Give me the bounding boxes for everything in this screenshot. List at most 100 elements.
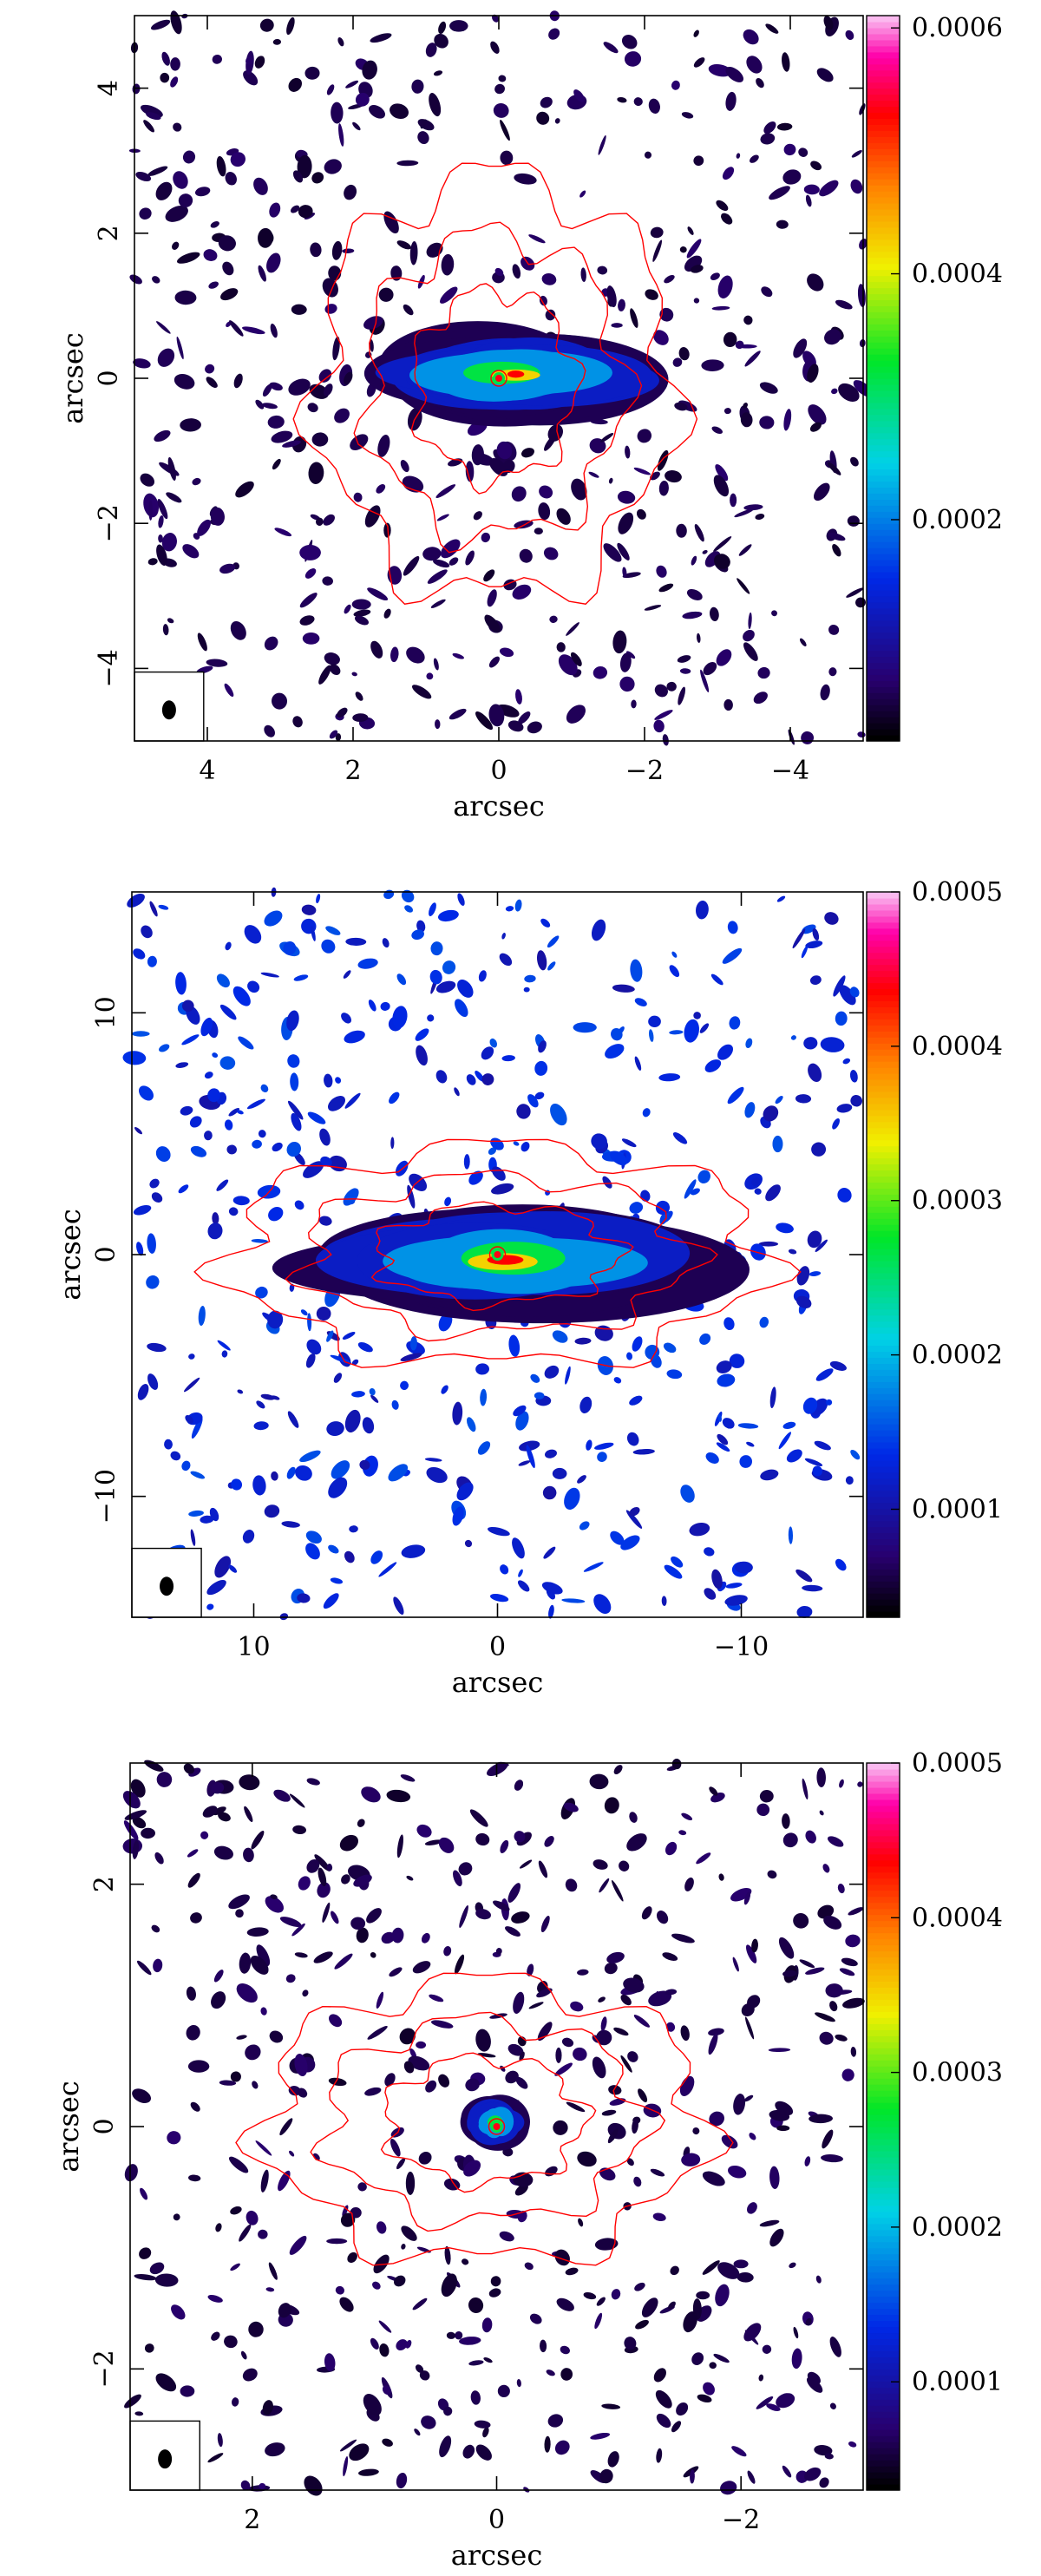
noise-blob <box>331 1911 339 1924</box>
colorbar-step <box>867 432 900 440</box>
noise-blob <box>759 382 778 394</box>
noise-blob <box>528 2002 544 2009</box>
noise-blob <box>816 68 834 82</box>
noise-blob <box>488 1147 497 1156</box>
noise-blob <box>671 951 678 958</box>
noise-blob <box>621 35 638 49</box>
noise-blob <box>294 1952 308 1958</box>
noise-blob <box>769 2166 780 2189</box>
noise-blob <box>711 305 730 311</box>
colorbar-step <box>867 263 900 271</box>
colorbar-step <box>867 2253 900 2261</box>
noise-blob <box>829 2337 841 2357</box>
noise-blob <box>351 1391 365 1398</box>
noise-blob <box>258 1130 266 1138</box>
colorbar-tick-label: 0.0004 <box>912 1903 1003 1933</box>
noise-blob <box>564 1487 580 1511</box>
noise-blob <box>299 544 321 560</box>
noise-blob <box>851 149 862 158</box>
noise-blob <box>723 698 733 711</box>
colorbar-step <box>867 33 900 41</box>
noise-blob <box>268 1207 284 1222</box>
colorbar-step <box>867 1878 900 1885</box>
noise-blob <box>828 667 837 677</box>
noise-blob <box>507 2043 524 2056</box>
colorbar-step <box>867 1025 900 1032</box>
noise-blob <box>242 326 265 335</box>
noise-blob <box>133 1204 152 1216</box>
noise-blob <box>167 618 174 624</box>
noise-blob <box>753 692 768 705</box>
noise-blob <box>598 1996 606 2002</box>
noise-blob <box>294 1200 304 1210</box>
noise-blob <box>433 658 439 671</box>
colorbar-step <box>867 1224 900 1231</box>
noise-blob <box>347 2252 357 2264</box>
noise-blob <box>382 2438 393 2447</box>
colorbar-step <box>867 2211 900 2219</box>
noise-blob <box>289 1793 305 1808</box>
noise-blob <box>370 33 392 43</box>
noise-blob <box>155 1146 171 1162</box>
noise-blob <box>626 651 636 659</box>
noise-blob <box>396 240 411 250</box>
noise-blob <box>686 239 702 259</box>
noise-blob <box>624 2337 637 2350</box>
noise-blob <box>370 2337 379 2350</box>
colorbar-step <box>867 1520 900 1528</box>
y-axis-label: arcsec <box>52 2081 85 2173</box>
noise-blob <box>524 974 536 983</box>
colorbar-step <box>867 420 900 428</box>
noise-blob <box>180 1105 193 1116</box>
noise-blob <box>845 29 854 40</box>
noise-blob <box>216 155 226 177</box>
colorbar-step <box>867 1829 900 1837</box>
noise-blob <box>198 1305 206 1327</box>
noise-blob <box>655 1200 671 1216</box>
noise-blob <box>421 1932 430 1943</box>
noise-blob <box>240 2350 247 2360</box>
colorbar-step <box>867 1920 900 1928</box>
y-tick-label: 10 <box>91 996 121 1029</box>
noise-blob <box>323 383 333 397</box>
colorbar-step <box>867 57 900 65</box>
noise-blob <box>343 1188 359 1206</box>
colorbar-step <box>867 680 900 687</box>
noise-blob <box>724 1595 748 1606</box>
colorbar-step <box>867 396 900 403</box>
noise-blob <box>821 2154 843 2163</box>
colorbar-step <box>867 1387 900 1394</box>
noise-blob <box>788 729 795 745</box>
colorbar-step <box>867 529 900 536</box>
noise-blob <box>324 652 340 665</box>
noise-blob <box>338 123 344 147</box>
colorbar-step <box>867 698 900 705</box>
noise-blob <box>666 681 677 692</box>
colorbar-step <box>867 179 900 186</box>
noise-blob <box>178 1184 189 1194</box>
beam-ellipse <box>160 1576 174 1596</box>
contour-line <box>370 1201 634 1312</box>
noise-blob <box>292 1825 306 1835</box>
noise-blob <box>322 1902 331 1923</box>
noise-blob <box>665 2022 676 2032</box>
noise-blob <box>548 28 560 40</box>
colorbar-step <box>867 958 900 966</box>
noise-blob <box>704 1059 722 1072</box>
noise-blob <box>140 2187 148 2200</box>
noise-blob <box>782 1970 797 1977</box>
noise-blob <box>710 272 720 280</box>
noise-blob <box>344 1409 361 1432</box>
noise-blob <box>329 730 338 739</box>
colorbar-step <box>867 723 900 730</box>
colorbar-step <box>867 686 900 693</box>
colorbar-step <box>867 692 900 699</box>
noise-blob <box>244 1806 253 1822</box>
noise-blob <box>824 329 841 345</box>
noise-blob <box>543 1546 556 1559</box>
noise-blob <box>521 448 534 458</box>
colorbar-step <box>867 1490 900 1498</box>
x-tick-label: −2 <box>625 756 664 786</box>
